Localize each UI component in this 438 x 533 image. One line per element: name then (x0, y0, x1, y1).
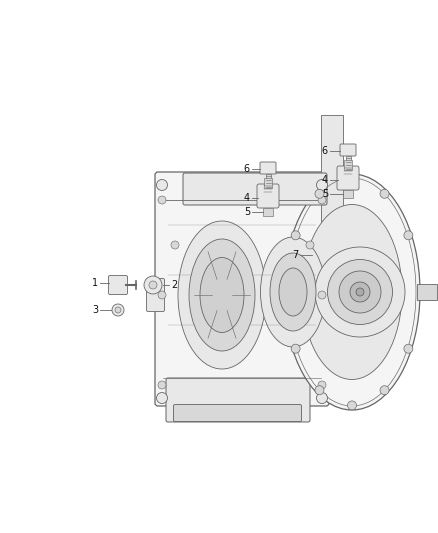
Bar (321, 115, 343, 230)
Bar (346, 156, 350, 172)
Circle shape (317, 392, 328, 403)
Circle shape (306, 241, 314, 249)
Circle shape (115, 307, 121, 313)
FancyBboxPatch shape (340, 144, 356, 156)
Circle shape (315, 386, 324, 395)
Text: 4: 4 (322, 175, 328, 185)
Circle shape (380, 386, 389, 395)
FancyBboxPatch shape (183, 173, 327, 205)
Ellipse shape (189, 239, 255, 351)
Circle shape (404, 344, 413, 353)
Ellipse shape (200, 257, 244, 333)
Text: 5: 5 (322, 189, 328, 199)
Bar (263, 208, 273, 216)
FancyBboxPatch shape (257, 184, 279, 208)
Ellipse shape (178, 221, 266, 369)
Circle shape (291, 231, 300, 240)
Circle shape (318, 291, 326, 299)
Text: 6: 6 (322, 146, 328, 156)
FancyBboxPatch shape (146, 279, 165, 311)
Circle shape (347, 174, 357, 183)
Circle shape (291, 344, 300, 353)
Text: 7: 7 (292, 250, 298, 260)
Circle shape (171, 241, 179, 249)
Bar (264, 178, 272, 188)
Circle shape (158, 196, 166, 204)
FancyBboxPatch shape (155, 172, 329, 406)
Ellipse shape (315, 247, 405, 337)
Circle shape (318, 381, 326, 389)
FancyBboxPatch shape (109, 276, 127, 295)
Circle shape (318, 196, 326, 204)
Ellipse shape (356, 288, 364, 296)
Text: 6: 6 (244, 164, 250, 174)
Circle shape (149, 281, 157, 289)
Bar (343, 190, 353, 198)
Circle shape (315, 189, 324, 198)
Circle shape (158, 381, 166, 389)
Circle shape (404, 231, 413, 240)
FancyBboxPatch shape (173, 405, 301, 422)
Text: 5: 5 (244, 207, 250, 217)
FancyBboxPatch shape (166, 378, 310, 422)
Circle shape (347, 401, 357, 410)
FancyBboxPatch shape (337, 166, 359, 190)
Bar (265, 174, 271, 190)
Ellipse shape (302, 205, 402, 379)
Ellipse shape (270, 253, 316, 331)
Circle shape (156, 392, 167, 403)
Ellipse shape (350, 282, 370, 302)
Ellipse shape (328, 260, 392, 325)
Circle shape (112, 304, 124, 316)
Bar (417, 284, 437, 300)
Bar (344, 160, 352, 170)
Ellipse shape (261, 237, 325, 347)
Circle shape (158, 291, 166, 299)
Text: 2: 2 (171, 280, 177, 290)
Circle shape (156, 180, 167, 190)
FancyBboxPatch shape (260, 162, 276, 174)
Circle shape (380, 189, 389, 198)
Ellipse shape (284, 174, 420, 410)
Circle shape (144, 276, 162, 294)
Text: 3: 3 (92, 305, 98, 315)
Ellipse shape (279, 268, 307, 316)
Circle shape (317, 180, 328, 190)
Ellipse shape (339, 271, 381, 313)
Text: 4: 4 (244, 193, 250, 203)
Text: 1: 1 (92, 278, 98, 288)
